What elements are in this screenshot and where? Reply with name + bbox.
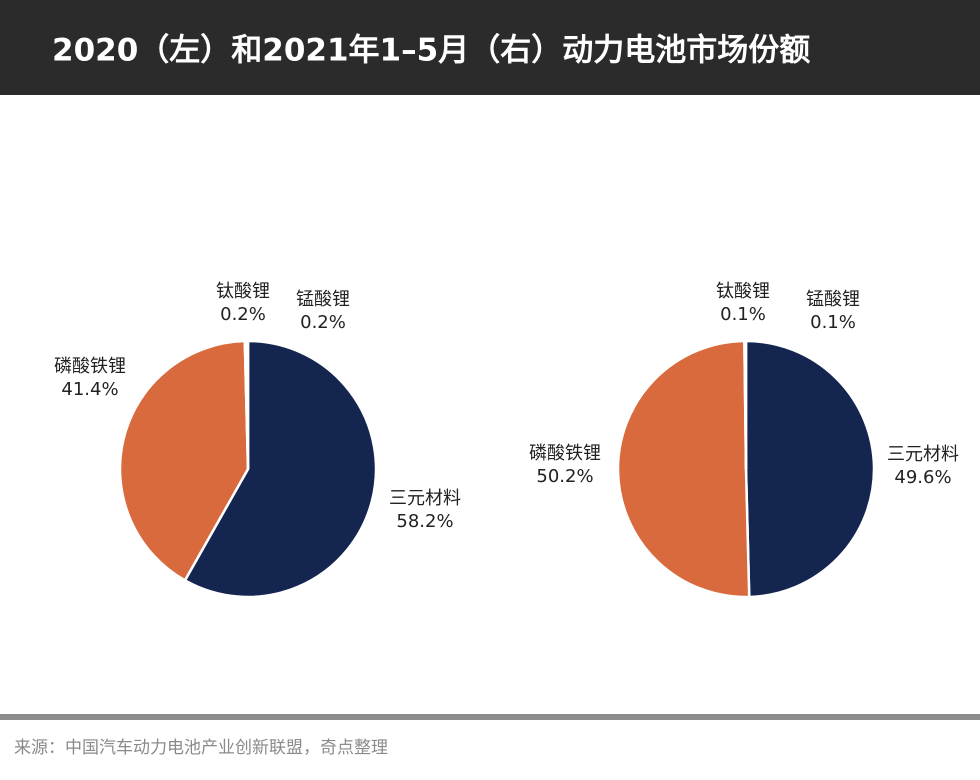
value-label: 0.1%	[810, 312, 856, 333]
value-label: 0.2%	[300, 312, 346, 333]
slice-label: 钛酸锂	[716, 281, 770, 302]
footer-rule	[0, 714, 980, 720]
value-label: 58.2%	[396, 511, 453, 532]
header-bar	[0, 0, 980, 95]
slice-label: 锰酸锂	[296, 289, 350, 310]
slice-label: 三元材料	[389, 488, 461, 509]
pie-slice	[245, 339, 250, 470]
slice-label: 锰酸锂	[806, 289, 860, 310]
value-label: 0.2%	[220, 304, 266, 325]
slice-label: 磷酸铁锂	[54, 356, 126, 377]
slice-label: 磷酸铁锂	[529, 443, 601, 464]
value-label: 41.4%	[61, 379, 118, 400]
pie-slice	[616, 339, 751, 599]
page-title: 2020（左）和2021年1–5月（右）动力电池市场份额	[52, 33, 810, 69]
slice-label: 三元材料	[887, 444, 959, 465]
value-label: 0.1%	[720, 304, 766, 325]
source-note: 来源：中国汽车动力电池产业创新联盟，奇点整理	[14, 738, 388, 758]
pie-slice	[183, 339, 378, 599]
slice-label: 钛酸锂	[216, 281, 270, 302]
pie-slice	[118, 339, 250, 583]
pie-slice	[744, 339, 876, 599]
pie-slice	[743, 339, 748, 470]
value-label: 49.6%	[894, 467, 951, 488]
value-label: 50.2%	[536, 466, 593, 487]
